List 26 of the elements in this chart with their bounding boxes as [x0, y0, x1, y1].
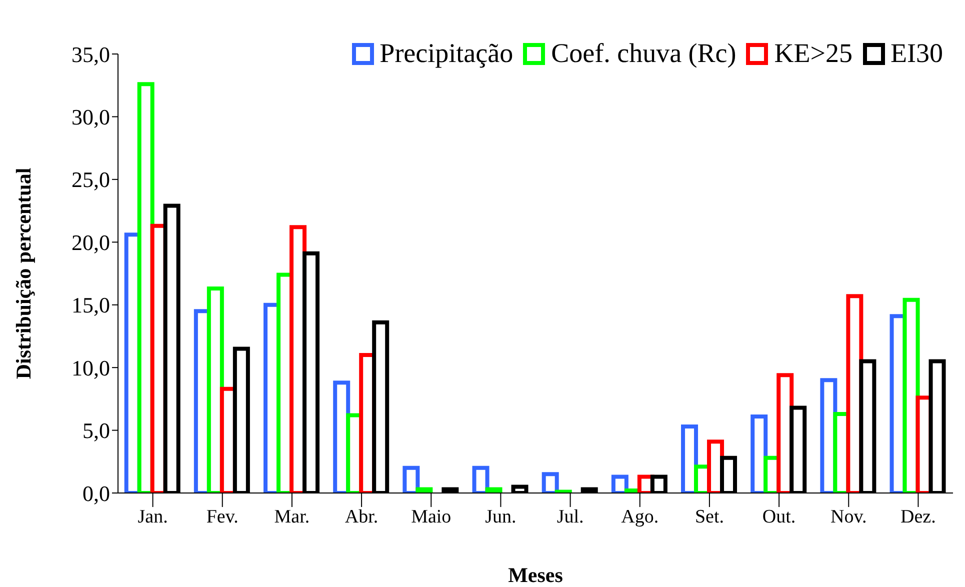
legend-label: KE>25: [773, 38, 853, 69]
y-tick-label: 30,0: [72, 104, 110, 130]
x-tick-label: Fev.: [206, 506, 238, 528]
x-tick-label: Set.: [694, 506, 724, 528]
y-tick-label: 10,0: [72, 355, 110, 380]
x-axis-title: Meses: [508, 562, 563, 587]
x-tick-label: Mar.: [274, 506, 310, 528]
y-tick-label: 20,0: [72, 230, 110, 255]
x-tick-label: Abr.: [344, 506, 378, 528]
legend-label: Precipitação: [378, 38, 514, 69]
y-tick-label: 25,0: [72, 167, 110, 192]
y-tick-label: 5,0: [82, 418, 110, 444]
y-tick-label: 0,0: [82, 480, 110, 506]
x-tick-label: Jun.: [485, 506, 516, 528]
x-tick-label: Nov.: [830, 506, 867, 528]
x-tick-label: Jul.: [556, 506, 584, 528]
legend-label: Coef. chuva (Rc): [550, 38, 736, 69]
x-tick-label: Ago.: [621, 506, 659, 528]
x-tick-label: Out.: [762, 506, 796, 528]
y-axis-title: Distribuição percentual: [11, 168, 36, 380]
x-tick-label: Dez.: [900, 506, 936, 528]
legend-label: EI30: [890, 38, 943, 69]
y-tick-label: 35,0: [72, 42, 110, 67]
x-tick-label: Jan.: [138, 506, 168, 528]
x-tick-label: Maio: [411, 506, 452, 528]
y-tick-label: 15,0: [72, 292, 110, 318]
